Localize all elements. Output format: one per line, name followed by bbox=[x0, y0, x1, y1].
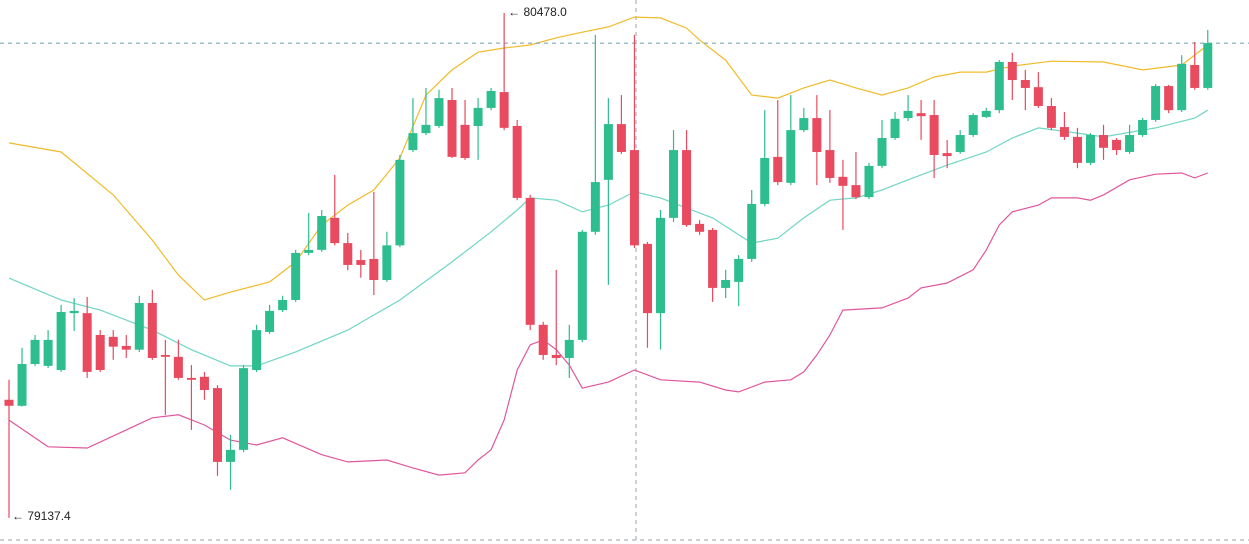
candle-body bbox=[421, 124, 431, 134]
candle-body bbox=[147, 302, 157, 358]
candle-body bbox=[1046, 106, 1056, 128]
max-label: ← 80478.0 bbox=[508, 5, 567, 19]
candle-body bbox=[799, 118, 809, 131]
candle-body bbox=[929, 115, 939, 155]
candle-body bbox=[812, 118, 822, 152]
candle-body bbox=[1072, 136, 1082, 163]
candle-body bbox=[851, 185, 861, 198]
candle-body bbox=[864, 165, 874, 198]
candle-body bbox=[825, 150, 835, 178]
candle-body bbox=[4, 399, 14, 406]
candle-body bbox=[838, 176, 848, 186]
candle-body bbox=[134, 302, 144, 350]
candle-body bbox=[499, 92, 509, 128]
candle-body bbox=[17, 363, 27, 406]
candle-body bbox=[512, 125, 522, 198]
candle-body bbox=[434, 98, 444, 126]
candle-body bbox=[708, 229, 718, 288]
candle-body bbox=[30, 339, 40, 364]
candle-body bbox=[173, 356, 183, 378]
band-line bbox=[8, 172, 1209, 476]
candle-body bbox=[291, 252, 301, 300]
candle-body bbox=[903, 110, 913, 119]
candle-body bbox=[95, 334, 105, 371]
candle-body bbox=[304, 249, 314, 253]
candle-body bbox=[473, 107, 483, 126]
candle-body bbox=[538, 324, 548, 355]
candle-body bbox=[629, 150, 639, 246]
candle-body bbox=[408, 133, 418, 151]
candle-body bbox=[43, 339, 53, 366]
candle-body bbox=[278, 299, 288, 311]
candle-body bbox=[551, 354, 561, 358]
candle-body bbox=[447, 99, 457, 157]
candle-body bbox=[56, 312, 66, 371]
candle-body bbox=[69, 310, 79, 314]
candle-body bbox=[890, 118, 900, 139]
candle-body bbox=[656, 217, 665, 314]
candle-body bbox=[395, 159, 405, 246]
candle-body bbox=[968, 115, 978, 136]
candle-body bbox=[682, 150, 692, 226]
candle-body bbox=[486, 90, 496, 108]
candle-body bbox=[695, 223, 705, 232]
candle-body bbox=[981, 110, 991, 117]
candle-body bbox=[1033, 87, 1043, 107]
min-label: ← 79137.4 bbox=[12, 509, 71, 523]
candle-body bbox=[1007, 61, 1017, 81]
candle-body bbox=[82, 313, 92, 372]
candle-body bbox=[877, 138, 887, 166]
candle-body bbox=[669, 150, 679, 218]
candle-body bbox=[760, 157, 770, 204]
candle-body bbox=[1020, 80, 1030, 88]
candle-body bbox=[590, 182, 600, 232]
candle-body bbox=[1190, 64, 1200, 88]
candle-body bbox=[108, 336, 118, 347]
candle-body bbox=[1059, 127, 1069, 137]
candle-body bbox=[747, 203, 757, 259]
candle-body bbox=[212, 388, 222, 462]
candle-body bbox=[734, 258, 744, 282]
candle-body bbox=[1085, 135, 1095, 163]
candle-body bbox=[525, 197, 535, 325]
candle-body bbox=[642, 243, 652, 314]
candle-body bbox=[199, 376, 209, 390]
candle-body bbox=[603, 124, 613, 180]
candle-body bbox=[1164, 86, 1174, 111]
candle-body bbox=[955, 135, 965, 152]
candle-body bbox=[1112, 139, 1122, 151]
candle-body bbox=[1151, 86, 1161, 120]
candle-body bbox=[577, 231, 587, 340]
candle-body bbox=[382, 245, 392, 281]
candle-body bbox=[786, 130, 796, 183]
candle-body bbox=[773, 156, 783, 183]
candle-body bbox=[616, 124, 626, 152]
candle-body bbox=[1177, 63, 1187, 111]
candle-body bbox=[343, 243, 353, 265]
candle-body bbox=[942, 153, 952, 157]
candle-body bbox=[460, 124, 470, 158]
candle-body bbox=[1138, 119, 1148, 136]
candle-body bbox=[265, 310, 275, 332]
candle-body bbox=[994, 61, 1004, 111]
candle-body bbox=[186, 377, 196, 380]
candle-body bbox=[1099, 135, 1109, 148]
candle-body bbox=[330, 217, 340, 244]
candle-body bbox=[121, 345, 131, 350]
candle-body bbox=[317, 215, 327, 250]
candle-body bbox=[239, 368, 249, 450]
candle-body bbox=[916, 113, 926, 117]
candle-body bbox=[356, 260, 366, 265]
band-line bbox=[8, 16, 1209, 301]
candle-body bbox=[564, 339, 574, 358]
candle-body bbox=[1125, 135, 1135, 152]
candle-body bbox=[226, 449, 236, 462]
candle-body bbox=[369, 258, 379, 281]
candle-body bbox=[1203, 43, 1213, 88]
candle-body bbox=[721, 280, 731, 288]
candle-body bbox=[160, 354, 170, 357]
candle-body bbox=[252, 330, 262, 371]
